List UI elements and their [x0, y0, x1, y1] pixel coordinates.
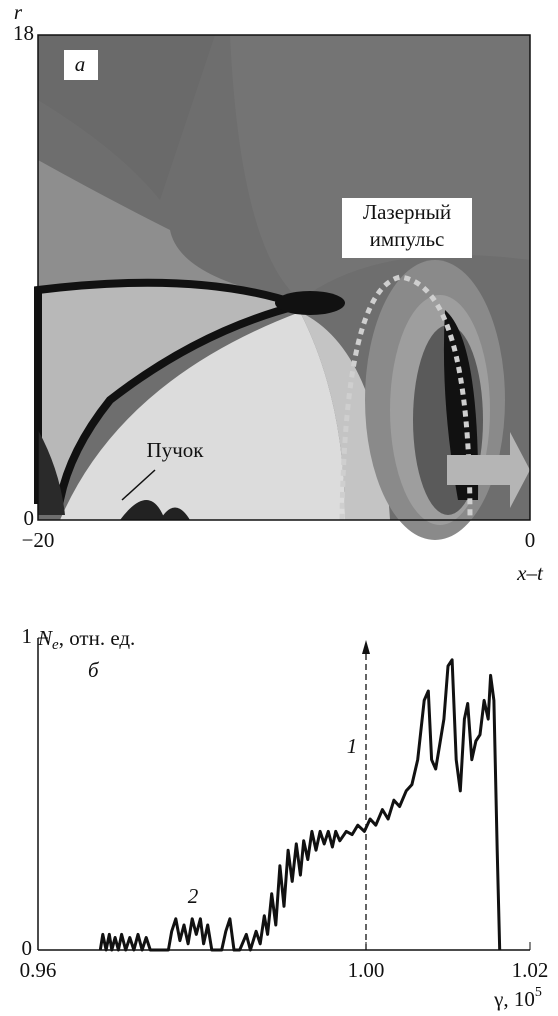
annotation: импульс [370, 227, 445, 251]
data-line [98, 658, 502, 952]
y-tick-label: 18 [13, 21, 34, 45]
x-tick-label: 0.96 [20, 958, 57, 982]
arrow-label: 1 [347, 734, 358, 758]
y-axis-label: e [52, 637, 59, 653]
panel-label: б [88, 658, 100, 682]
x-tick-label: 1.02 [512, 958, 549, 982]
y-tick-label: 0 [24, 506, 35, 530]
curve-label: 2 [188, 884, 199, 908]
x-tick-label: −20 [22, 528, 55, 552]
x-axis-label: 5 [535, 985, 542, 1000]
annotation: Пучок [147, 438, 205, 462]
contour-field [34, 34, 531, 540]
y-axis-label: r [14, 0, 23, 24]
panel-label: a [75, 52, 86, 76]
y-axis-label: Ne, отн. ед. [37, 626, 135, 654]
x-axis-label: γ, 105 [493, 985, 542, 1011]
x-tick-label: 0 [525, 528, 536, 552]
x-axis-label: x–t [516, 561, 544, 585]
y-tick-label: 0 [22, 936, 33, 960]
arrow-head [362, 640, 370, 654]
x-axis-label: γ, 10 [493, 987, 535, 1011]
y-axis-label: , отн. ед. [59, 626, 136, 650]
x-tick-label: 1.00 [348, 958, 385, 982]
annotation: Лазерный [363, 200, 451, 224]
y-tick-label: 1 [22, 624, 33, 648]
